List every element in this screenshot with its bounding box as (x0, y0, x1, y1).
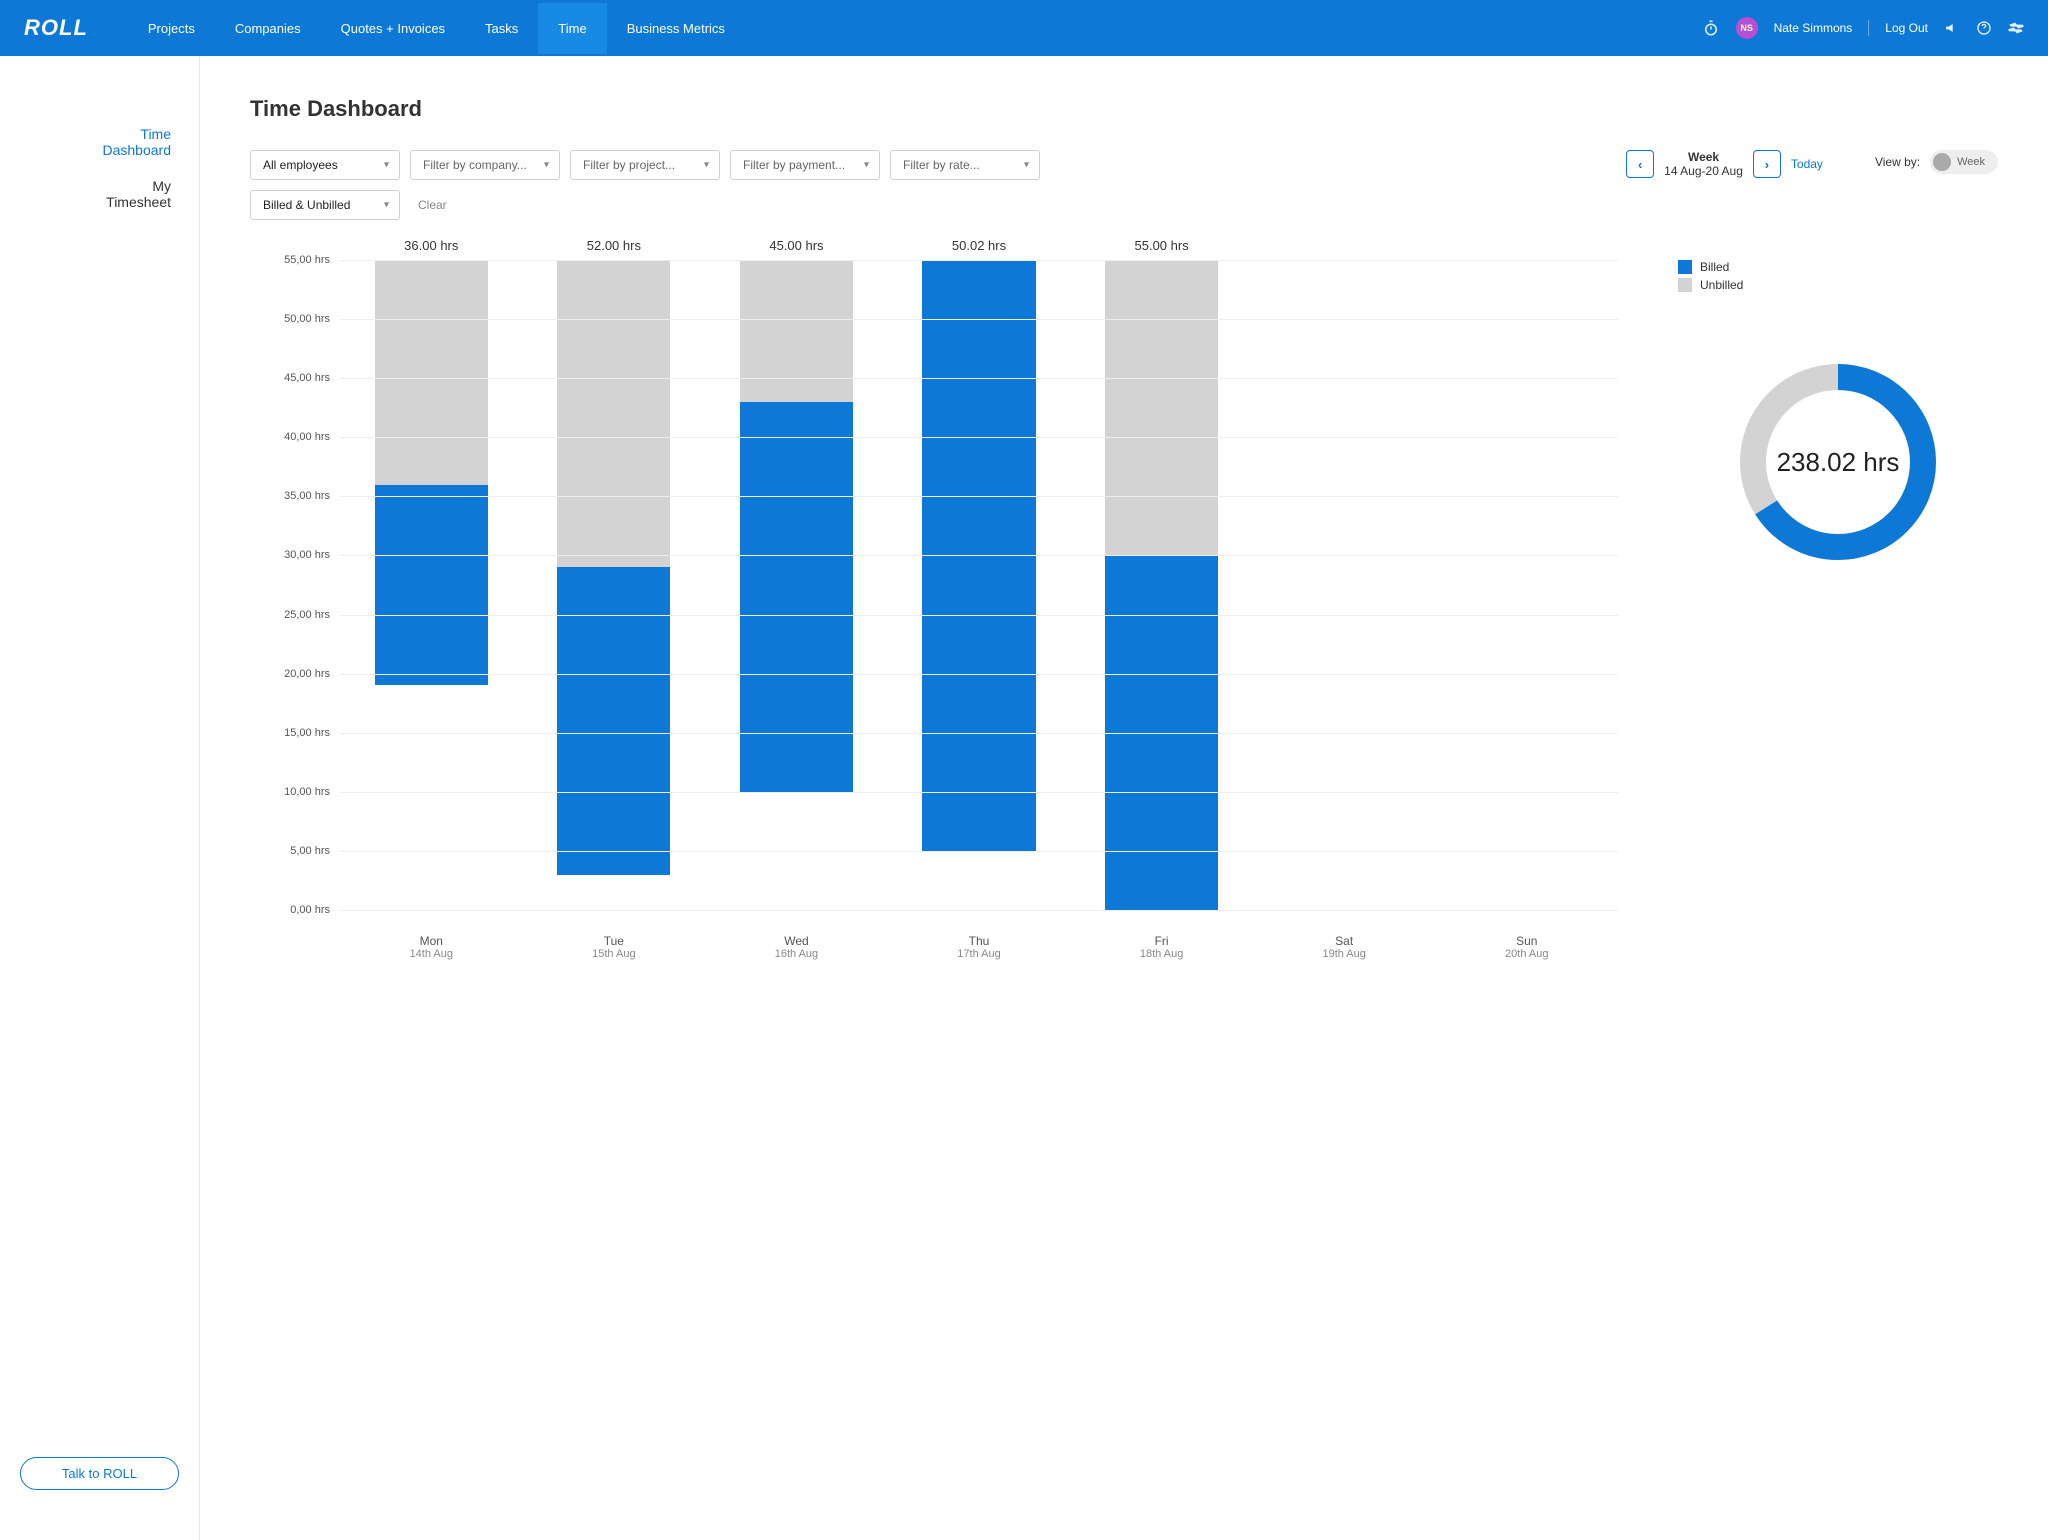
nav-item-business-metrics[interactable]: Business Metrics (607, 3, 745, 54)
next-week-button[interactable]: › (1753, 150, 1781, 178)
payment-filter[interactable]: Filter by payment... (730, 150, 880, 180)
employees-filter[interactable]: All employees (250, 150, 400, 180)
viewby-label: View by: (1875, 155, 1920, 169)
bar-col-wed: 45.00 hrsWed16th Aug (705, 260, 888, 910)
nav-item-companies[interactable]: Companies (215, 3, 321, 54)
y-axis-tick: 0,00 hrs (250, 904, 330, 916)
y-axis-tick: 5,00 hrs (250, 845, 330, 857)
nav-item-time[interactable]: Time (538, 3, 606, 54)
company-filter[interactable]: Filter by company... (410, 150, 560, 180)
bar-col-mon: 36.00 hrsMon14th Aug (340, 260, 523, 910)
bar-value-label: 50.02 hrs (952, 238, 1006, 253)
x-axis-label: Thu17th Aug (888, 934, 1071, 960)
filter-bar: All employees Filter by company... Filte… (250, 150, 1070, 220)
y-axis-tick: 30,00 hrs (250, 549, 330, 561)
topbar: ROLL ProjectsCompaniesQuotes + InvoicesT… (0, 0, 2048, 56)
bar-value-label: 52.00 hrs (587, 238, 641, 253)
donut-total: 238.02 hrs (1728, 352, 1948, 572)
y-axis-tick: 40,00 hrs (250, 431, 330, 443)
help-icon[interactable] (1976, 20, 1992, 36)
viewby-switch[interactable]: Week (1930, 150, 1998, 174)
sidebar-item-time-dashboard[interactable]: TimeDashboard (0, 116, 199, 168)
bar-value-label: 36.00 hrs (404, 238, 458, 253)
week-label: Week 14 Aug-20 Aug (1664, 150, 1743, 178)
chart-legend: Billed Unbilled (1678, 260, 1998, 292)
y-axis-tick: 25,00 hrs (250, 609, 330, 621)
week-navigator: ‹ Week 14 Aug-20 Aug › Today (1626, 150, 1823, 178)
x-axis-label: Mon14th Aug (340, 934, 523, 960)
talk-to-roll-button[interactable]: Talk to ROLL (20, 1457, 179, 1490)
user-name[interactable]: Nate Simmons (1774, 21, 1853, 35)
bar-col-sun: Sun20th Aug (1435, 260, 1618, 910)
today-link[interactable]: Today (1791, 157, 1823, 171)
x-axis-label: Sun20th Aug (1435, 934, 1618, 960)
legend-item-unbilled: Unbilled (1678, 278, 1998, 292)
rate-filter[interactable]: Filter by rate... (890, 150, 1040, 180)
logo: ROLL (24, 15, 88, 41)
y-axis-tick: 55,00 hrs (250, 254, 330, 266)
bar-col-fri: 55.00 hrsFri18th Aug (1070, 260, 1253, 910)
bar-col-tue: 52.00 hrsTue15th Aug (523, 260, 706, 910)
total-hours-donut: 238.02 hrs (1728, 352, 1948, 572)
x-axis-label: Wed16th Aug (705, 934, 888, 960)
logout-link[interactable]: Log Out (1885, 21, 1928, 35)
project-filter[interactable]: Filter by project... (570, 150, 720, 180)
billed-filter[interactable]: Billed & Unbilled (250, 190, 400, 220)
bar-col-sat: Sat19th Aug (1253, 260, 1436, 910)
sidebar: TimeDashboardMyTimesheet Talk to ROLL (0, 56, 200, 1540)
main-content: Time Dashboard All employees Filter by c… (200, 56, 2048, 1540)
avatar[interactable]: NS (1736, 17, 1758, 39)
main-nav: ProjectsCompaniesQuotes + InvoicesTasksT… (128, 3, 745, 54)
y-axis-tick: 10,00 hrs (250, 786, 330, 798)
divider (1868, 20, 1869, 36)
prev-week-button[interactable]: ‹ (1626, 150, 1654, 178)
page-title: Time Dashboard (250, 96, 1998, 122)
bar-value-label: 45.00 hrs (769, 238, 823, 253)
megaphone-icon[interactable] (1944, 20, 1960, 36)
nav-item-quotes-invoices[interactable]: Quotes + Invoices (321, 3, 465, 54)
legend-item-billed: Billed (1678, 260, 1998, 274)
y-axis-tick: 35,00 hrs (250, 490, 330, 502)
y-axis-tick: 15,00 hrs (250, 727, 330, 739)
bar-value-label: 55.00 hrs (1134, 238, 1188, 253)
settings-icon[interactable] (2008, 20, 2024, 36)
sidebar-item-my-timesheet[interactable]: MyTimesheet (0, 168, 199, 220)
y-axis-tick: 45,00 hrs (250, 372, 330, 384)
bar-col-thu: 50.02 hrsThu17th Aug (888, 260, 1071, 910)
hours-bar-chart: 36.00 hrsMon14th Aug52.00 hrsTue15th Aug… (250, 260, 1618, 980)
y-axis-tick: 20,00 hrs (250, 668, 330, 680)
nav-item-projects[interactable]: Projects (128, 3, 215, 54)
timer-icon[interactable] (1702, 19, 1720, 37)
view-by-toggle: View by: Week (1875, 150, 1998, 174)
x-axis-label: Fri18th Aug (1070, 934, 1253, 960)
clear-filters[interactable]: Clear (410, 190, 455, 220)
y-axis-tick: 50,00 hrs (250, 313, 330, 325)
nav-item-tasks[interactable]: Tasks (465, 3, 538, 54)
x-axis-label: Tue15th Aug (523, 934, 706, 960)
x-axis-label: Sat19th Aug (1253, 934, 1436, 960)
